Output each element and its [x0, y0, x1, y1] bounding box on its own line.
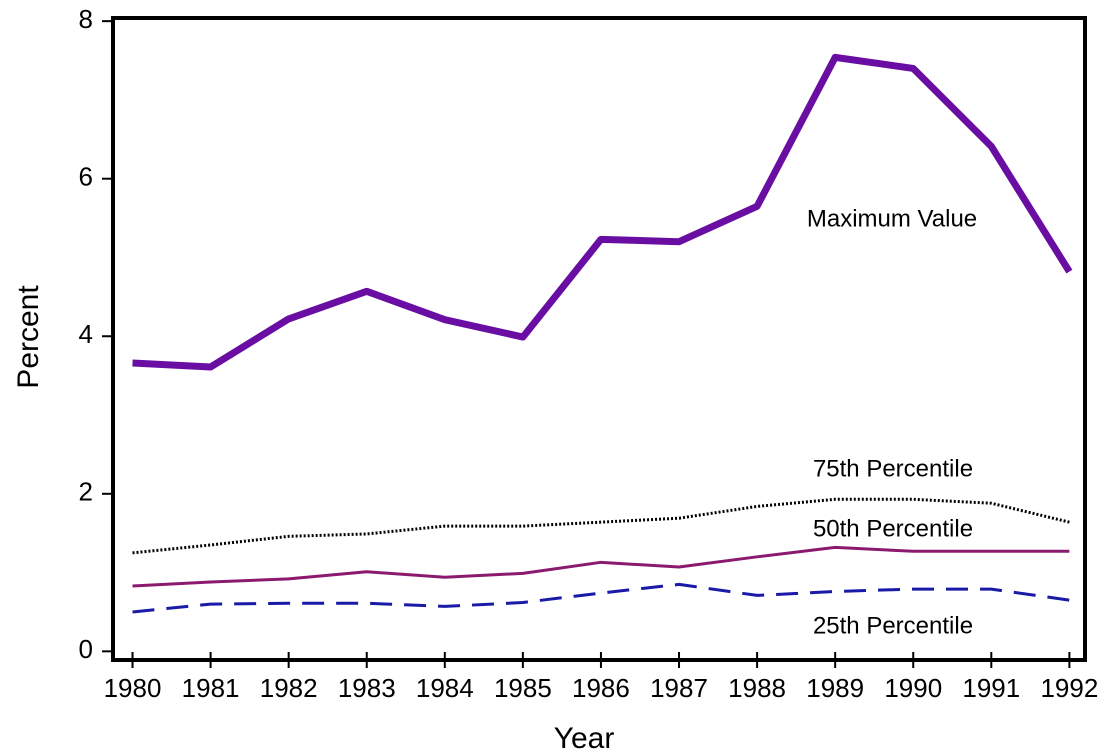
- x-axis-title: Year: [554, 722, 615, 755]
- y-tick-label: 4: [79, 319, 93, 349]
- x-tick-label: 1986: [572, 673, 630, 703]
- series-label: Maximum Value: [807, 205, 977, 232]
- x-tick-label: 1989: [806, 673, 864, 703]
- series-line: [132, 545, 1070, 588]
- series-label: 75th Percentile: [813, 455, 973, 482]
- x-tick-label: 1984: [416, 673, 474, 703]
- x-tick-label: 1982: [260, 673, 318, 703]
- x-tick-label: 1992: [1040, 673, 1098, 703]
- series-line: [132, 582, 1070, 614]
- x-tick-label: 1990: [884, 673, 942, 703]
- x-tick-label: 1980: [104, 673, 162, 703]
- series-label: 50th Percentile: [813, 515, 973, 542]
- y-tick-label: 2: [79, 477, 93, 507]
- y-tick-label: 0: [79, 634, 93, 664]
- x-tick-label: 1983: [338, 673, 396, 703]
- y-axis-title: Percent: [12, 285, 45, 389]
- x-tick-label: 1981: [182, 673, 240, 703]
- series-label: 25th Percentile: [813, 612, 973, 639]
- x-tick-label: 1991: [962, 673, 1020, 703]
- series-line: [132, 497, 1070, 555]
- x-tick-label: 1988: [728, 673, 786, 703]
- y-tick-label: 8: [79, 4, 93, 34]
- y-tick-label: 6: [79, 162, 93, 192]
- plot-frame: [111, 16, 1087, 662]
- x-tick-label: 1987: [650, 673, 708, 703]
- series-line: [132, 53, 1073, 371]
- x-tick-label: 1985: [494, 673, 552, 703]
